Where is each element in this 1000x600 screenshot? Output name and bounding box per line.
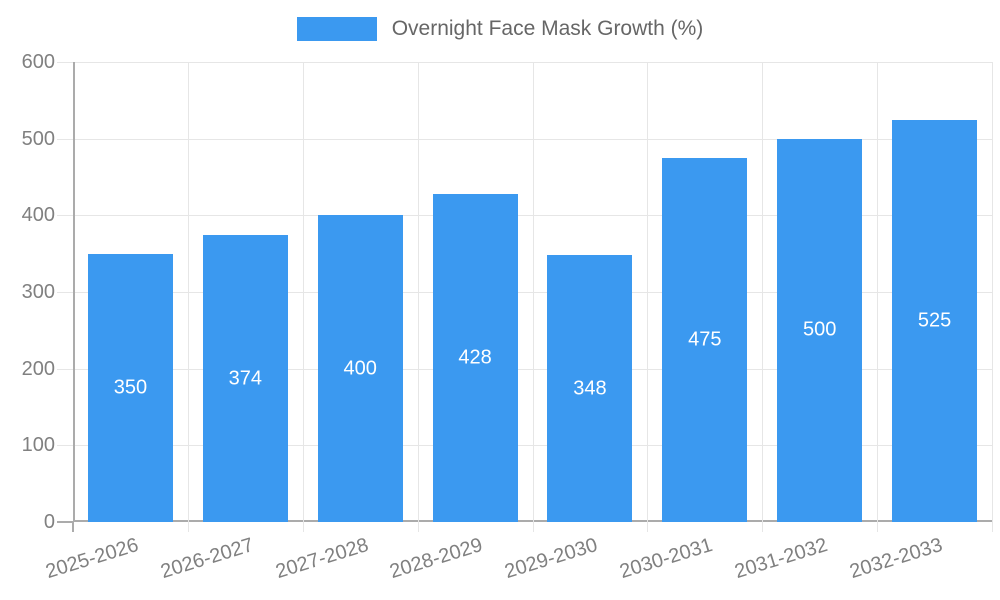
x-tick-mark [533,522,534,532]
y-axis-tick-label: 600 [21,51,55,73]
y-tick-mark [57,521,73,523]
x-axis-tick-label: 2026-2027 [157,534,256,584]
y-axis-tick-label: 200 [21,357,55,380]
y-axis-tick-label: 500 [21,127,55,150]
y-tick-mark [57,292,73,293]
bar-value-label: 428 [458,346,492,369]
y-tick-mark [57,139,73,140]
x-axis-tick-label: 2032-2033 [847,534,945,584]
y-axis-tick-label: 100 [21,434,55,457]
x-tick-mark [762,522,763,532]
y-tick-mark [57,445,73,446]
x-tick-mark [303,522,304,532]
bar[interactable]: 525 [892,119,978,522]
y-tick-mark [57,369,73,370]
y-tick-mark [57,215,73,216]
x-axis-tick-label: 2030-2031 [617,534,716,584]
gridline-h [73,62,992,63]
gridline-v [877,62,878,522]
bar-value-label: 475 [688,328,722,351]
gridline-v [533,62,534,522]
gridline-v [418,62,419,522]
bar-value-label: 500 [802,318,837,341]
x-tick-mark [647,522,648,532]
x-axis-tick-label: 2031-2032 [732,534,831,584]
bar[interactable]: 428 [432,193,518,522]
legend-item[interactable]: Overnight Face Mask Growth (%) [296,17,704,41]
x-tick-mark [877,522,878,532]
bar[interactable]: 374 [202,235,288,522]
legend-swatch [296,17,377,41]
bar[interactable]: 400 [317,215,403,522]
legend-label: Overnight Face Mask Growth (%) [391,17,704,40]
bar-value-label: 374 [228,367,262,390]
gridline-h [73,369,992,370]
y-axis-line [73,62,75,522]
x-tick-mark [188,522,189,532]
legend: Overnight Face Mask Growth (%) [0,17,1000,41]
gridline-v [647,62,648,522]
x-axis-tick-label: 2027-2028 [272,534,371,584]
x-axis-tick-label: 2025-2026 [42,534,141,584]
x-tick-mark [72,522,74,532]
bar[interactable]: 475 [662,157,748,522]
bar[interactable]: 348 [547,255,633,522]
bar[interactable]: 350 [87,253,173,522]
bar-value-label: 525 [917,309,952,332]
gridline-v [992,62,993,522]
gridline-h [73,139,992,140]
bar-value-label: 400 [343,357,377,380]
bar-value-label: 350 [113,376,148,399]
x-axis-tick-label: 2029-2030 [502,534,601,584]
y-tick-mark [57,62,73,63]
bar-value-label: 348 [573,377,607,400]
bar[interactable]: 500 [777,138,863,522]
plot-area: 350 374 400 428 348 475 500 525 [73,62,993,522]
gridline-h [73,292,992,293]
x-axis-line [73,520,992,522]
y-axis-tick-label: 400 [21,204,55,227]
x-axis-tick-label: 2028-2029 [387,534,486,584]
gridline-v [303,62,304,522]
y-axis-tick-label: 300 [21,281,55,303]
gridline-v [762,62,763,522]
gridline-v [188,62,189,522]
gridline-h [73,445,992,446]
gridline-h [73,215,992,216]
x-tick-mark [992,522,993,532]
x-tick-mark [418,522,419,532]
y-axis-tick-label: 0 [43,511,55,533]
